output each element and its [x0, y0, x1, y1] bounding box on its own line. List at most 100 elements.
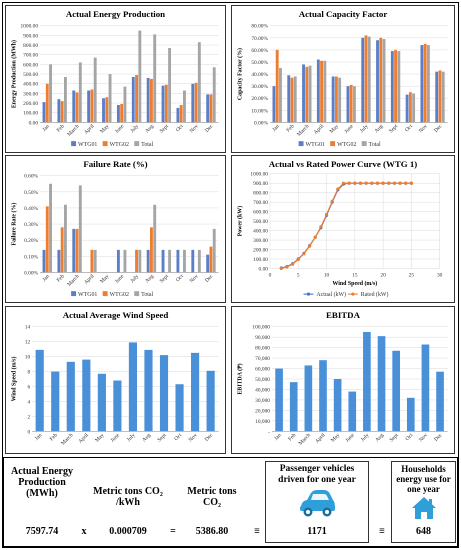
bar — [116, 105, 120, 123]
y-tick-label: 6 — [27, 384, 30, 390]
ebitda-chart: EBITDA EBITDA (₱) - 10,000 20,000 30,000 40,00… — [231, 306, 455, 454]
bar — [275, 368, 283, 432]
x-tick-label: July — [126, 432, 137, 443]
x-tick-label: May — [330, 432, 341, 443]
x-tick-label: May — [94, 432, 105, 443]
bar — [426, 45, 430, 123]
bar — [382, 39, 386, 123]
bar — [191, 83, 195, 123]
bar — [108, 74, 112, 123]
bar — [392, 350, 400, 432]
bar — [78, 62, 82, 123]
bar — [60, 227, 64, 273]
bar — [75, 92, 79, 123]
bar — [289, 382, 298, 432]
bar — [153, 34, 157, 123]
x-tick-label: Dec — [433, 123, 444, 134]
x-axis-label: Wind Speed (m/s) — [332, 280, 377, 287]
y-tick-label: 10,000 — [255, 419, 270, 425]
legend-swatch — [134, 291, 140, 297]
bar — [123, 249, 127, 273]
bar — [97, 373, 106, 432]
y-tick-label: 900.00 — [253, 181, 268, 187]
x-tick-label: April — [78, 432, 91, 445]
bar — [161, 249, 165, 273]
data-point — [375, 181, 380, 185]
bar — [35, 349, 44, 432]
x-tick-label: Feb — [56, 123, 66, 133]
y-tick-label: 100,000 — [252, 325, 270, 331]
emission-factor-value: 0.000709 — [109, 526, 147, 537]
x-tick-label: April — [314, 432, 327, 445]
bar — [45, 83, 49, 123]
x-tick-label: Dec — [204, 432, 215, 443]
equals-operator: = — [170, 526, 176, 537]
bar — [90, 249, 94, 273]
bar — [412, 93, 416, 123]
energy-production-chart: Actual Energy Production Energy Productio… — [5, 5, 226, 153]
bar — [57, 249, 61, 273]
bar — [123, 86, 127, 123]
legend-label: WTG02 — [110, 142, 129, 148]
data-point — [296, 257, 300, 262]
bar — [42, 102, 46, 123]
x-tick-label: June — [345, 432, 357, 444]
y-tick-label: 0.00% — [24, 270, 38, 276]
x-tick-label: Feb — [287, 432, 297, 442]
y-tick-label: 400.00 — [23, 82, 38, 88]
bar — [441, 71, 445, 123]
data-point — [279, 266, 283, 271]
data-point — [347, 181, 351, 185]
vehicles-box: Passenger vehicles driven for one year 1… — [265, 461, 369, 543]
y-axis-label: Wind Speed (m/s) — [10, 357, 17, 402]
y-tick-label: 1000.00 — [20, 24, 38, 30]
y-tick-label: 0.10% — [24, 254, 38, 260]
legend-swatch — [71, 291, 77, 297]
data-point — [387, 181, 391, 185]
x-tick-label: Oct — [404, 123, 414, 133]
y-tick-label: 20,000 — [255, 408, 270, 414]
house-icon — [412, 497, 436, 519]
chart-title: EBITDA — [326, 310, 361, 320]
bar — [438, 70, 442, 123]
y-tick-label: 0.30% — [24, 222, 38, 228]
data-point — [324, 212, 329, 217]
bar — [363, 331, 371, 432]
bar — [361, 37, 365, 123]
bar — [49, 183, 52, 273]
bar — [146, 77, 150, 123]
x-tick-label: May — [99, 273, 110, 284]
series-line — [281, 182, 412, 269]
data-point — [409, 181, 413, 185]
bar — [390, 51, 394, 123]
bar — [179, 105, 183, 123]
bar — [161, 85, 165, 123]
bar — [176, 249, 180, 273]
x-tick-label: March — [60, 432, 74, 446]
chart-title: Actual vs Rated Power Curve (WTG 1) — [269, 159, 418, 169]
data-point — [336, 187, 340, 191]
y-tick-label: 700.00 — [23, 53, 38, 59]
x-tick-label: Feb — [56, 273, 66, 283]
bar — [63, 204, 67, 273]
legend-label: WTG02 — [110, 292, 129, 298]
x-tick-label: March — [66, 123, 80, 137]
data-point — [330, 199, 334, 203]
bar — [197, 249, 201, 273]
co2-summary-table: Actual Energy Production (MWh) 7597.74 x… — [3, 457, 458, 547]
bar — [212, 228, 216, 273]
x-tick-label: 5 — [297, 272, 300, 278]
x-tick-label: July — [130, 273, 141, 284]
bar — [353, 86, 356, 123]
bar — [206, 370, 215, 432]
y-tick-label: 8 — [27, 370, 30, 376]
data-point — [353, 181, 357, 185]
y-tick-label: 500.00 — [23, 72, 38, 78]
y-tick-label: 40,000 — [255, 387, 270, 393]
x-tick-label: Nov — [418, 123, 429, 134]
x-tick-label: Jan — [273, 432, 283, 442]
failure-rate-chart: Failure Rate (%) Failure Rate (%) 0.00% 0.1… — [5, 155, 226, 303]
y-tick-label: 800.00 — [23, 43, 38, 49]
bar — [87, 90, 91, 123]
legend-marker — [306, 292, 311, 296]
